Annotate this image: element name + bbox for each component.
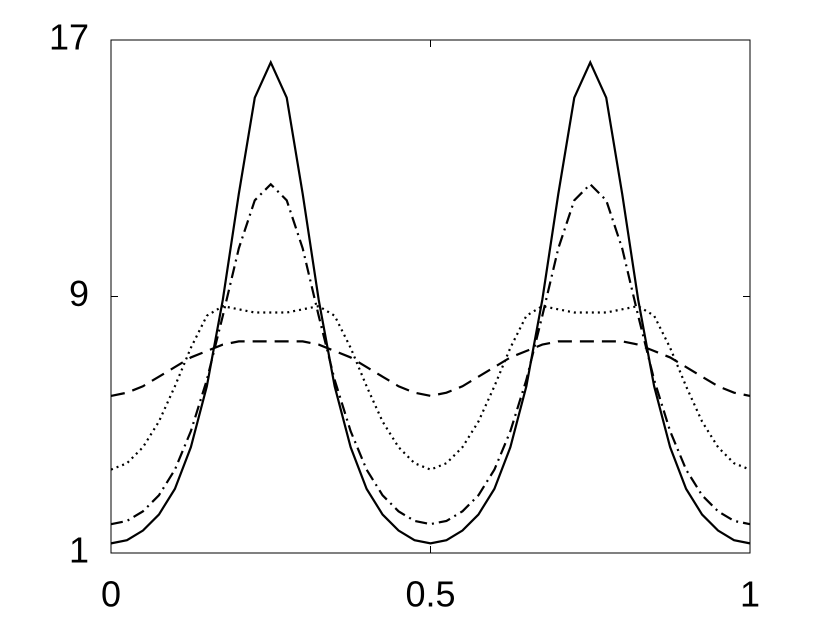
- y-tick-label: 17: [49, 17, 89, 58]
- x-tick-label: 1: [740, 574, 760, 615]
- data-line: [110, 59, 751, 545]
- data-line: [110, 340, 751, 398]
- x-tick-label: 0.5: [405, 574, 455, 615]
- data-line: [110, 182, 751, 526]
- data-line: [110, 304, 751, 471]
- x-tick-label: 0: [101, 574, 121, 615]
- y-tick-label: 1: [69, 530, 89, 571]
- y-tick-label: 9: [69, 273, 89, 314]
